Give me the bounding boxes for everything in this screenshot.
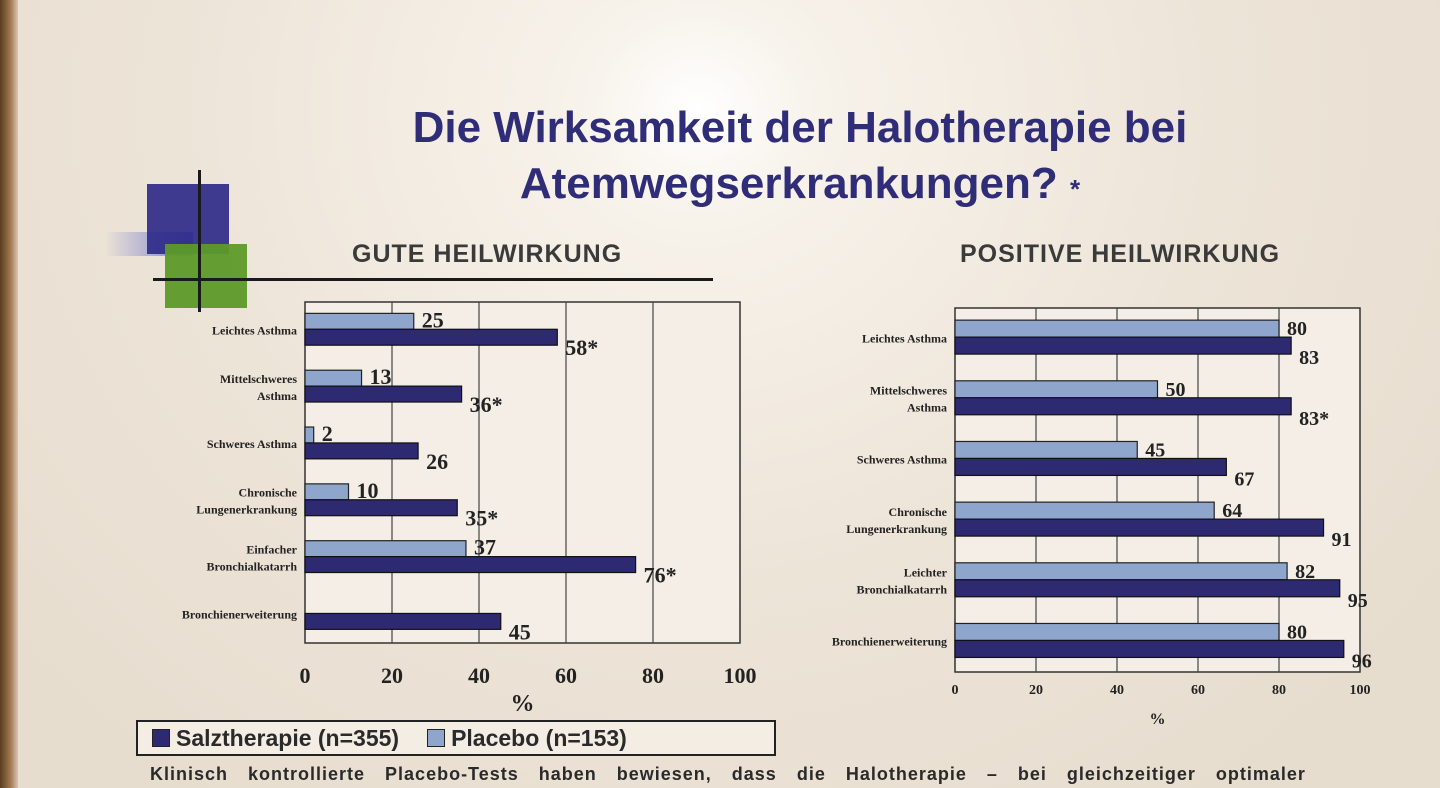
x-tick-label: 0 xyxy=(952,683,959,698)
x-axis-label: % xyxy=(1150,711,1166,728)
logo xyxy=(105,170,713,320)
bar-salt xyxy=(954,397,1292,416)
title-line-2: Atemwegserkrankungen? * xyxy=(300,156,1300,217)
plot-area xyxy=(954,307,1361,673)
data-label-salt: 91 xyxy=(1332,529,1352,551)
category-label: Bronchienerweiterung xyxy=(182,608,297,622)
legend-item-salt: Salztherapie (n=355) xyxy=(152,725,399,752)
category-label: Leichtes Asthma xyxy=(212,323,297,337)
data-label-salt: 83* xyxy=(1299,408,1329,430)
chart-2-title: POSITIVE HEILWIRKUNG xyxy=(960,240,1281,268)
data-label-placebo: 64 xyxy=(1222,500,1242,522)
data-label-placebo: 13 xyxy=(370,364,392,389)
bar-salt xyxy=(304,442,419,460)
bar-placebo xyxy=(304,369,363,387)
x-tick-label: 80 xyxy=(1272,683,1286,698)
category-label: Asthma xyxy=(257,389,297,403)
category-label: Einfacher xyxy=(246,542,297,556)
category-label: Chronische xyxy=(239,485,298,499)
data-label-salt: 95 xyxy=(1348,590,1368,612)
category-label: Bronchialkatarrh xyxy=(207,559,298,573)
bar-salt xyxy=(304,385,463,403)
title-line-1: Die Wirksamkeit der Halotherapie bei xyxy=(412,103,1188,152)
data-label-salt: 35* xyxy=(465,506,498,531)
category-label: Mittelschweres xyxy=(870,384,947,398)
data-label-salt: 96 xyxy=(1352,650,1372,672)
data-label-placebo: 80 xyxy=(1287,318,1307,340)
bar-salt xyxy=(954,336,1292,355)
category-label: Leichtes Asthma xyxy=(862,331,947,345)
title-line-2-text: Atemwegserkrankungen? xyxy=(519,159,1058,208)
bar-placebo xyxy=(954,622,1280,642)
title-marker: * xyxy=(1070,174,1081,204)
bar-salt xyxy=(954,639,1345,659)
chart-1-title: GUTE HEILWIRKUNG xyxy=(352,240,623,268)
data-label-placebo: 37 xyxy=(474,535,496,560)
x-tick-label: 60 xyxy=(555,663,577,688)
bar-placebo xyxy=(954,440,1138,460)
data-label-placebo: 50 xyxy=(1166,379,1186,401)
data-label-salt: 83 xyxy=(1299,347,1319,369)
chart-positive-heilwirkung: 0 20 40 60 80 100% Leichtes Asthma 80 83 Mittelsc… xyxy=(832,307,1372,728)
bar-salt xyxy=(304,499,458,517)
data-label-salt: 26 xyxy=(426,449,448,474)
legend-swatch-salt xyxy=(152,729,170,747)
bar-salt xyxy=(954,579,1341,598)
bar-salt xyxy=(954,457,1227,477)
x-axis-label: % xyxy=(511,691,535,717)
bar-salt xyxy=(954,518,1325,537)
x-tick-label: 20 xyxy=(381,663,403,688)
x-tick-label: 0 xyxy=(300,663,311,688)
x-tick-label: 40 xyxy=(1110,683,1124,698)
x-tick-label: 40 xyxy=(468,663,490,688)
category-label: Leichter xyxy=(904,566,948,580)
data-label-placebo: 45 xyxy=(1145,439,1165,461)
footnote: Klinisch kontrollierte Placebo-Tests hab… xyxy=(150,764,1306,784)
data-label-placebo: 25 xyxy=(422,307,444,332)
x-tick-label: 60 xyxy=(1191,683,1205,698)
frame-edge xyxy=(0,0,18,788)
category-label: Lungenerkrankung xyxy=(196,502,297,516)
legend-label-salt: Salztherapie (n=355) xyxy=(176,724,400,751)
bar-placebo xyxy=(304,312,415,330)
data-label-salt: 58* xyxy=(565,335,598,360)
category-label: Bronchialkatarrh xyxy=(857,583,948,597)
bar-placebo xyxy=(954,562,1288,581)
legend-label-placebo: Placebo (n=153) xyxy=(451,724,627,751)
bar-placebo xyxy=(304,540,467,558)
bar-salt xyxy=(304,612,502,630)
slide-title: Die Wirksamkeit der Halotherapie bei Ate… xyxy=(300,100,1300,217)
data-label-placebo: 80 xyxy=(1287,621,1307,643)
legend-item-placebo: Placebo (n=153) xyxy=(427,725,627,752)
chart-gute-heilwirkung: 0 20 40 60 80 100% Leichtes Asthma 25 58* Mittels… xyxy=(182,301,757,717)
x-tick-label: 80 xyxy=(642,663,664,688)
category-label: Schweres Asthma xyxy=(207,437,297,451)
bar-placebo xyxy=(304,426,315,444)
bar-placebo xyxy=(954,501,1215,520)
data-label-salt: 76* xyxy=(644,563,677,588)
data-label-salt: 45 xyxy=(509,619,531,644)
legend: Salztherapie (n=355) Placebo (n=153) xyxy=(136,720,776,756)
bar-salt xyxy=(304,328,558,346)
data-label-placebo: 82 xyxy=(1295,561,1315,583)
x-tick-label: 20 xyxy=(1029,683,1043,698)
legend-swatch-placebo xyxy=(427,729,446,747)
x-tick-label: 100 xyxy=(724,663,757,688)
data-label-salt: 36* xyxy=(470,392,503,417)
bar-salt xyxy=(304,556,637,574)
category-label: Schweres Asthma xyxy=(857,453,947,467)
data-label-placebo: 2 xyxy=(322,421,333,446)
category-label: Lungenerkrankung xyxy=(846,522,947,536)
bar-placebo xyxy=(304,483,350,501)
bar-placebo xyxy=(954,380,1159,399)
category-label: Asthma xyxy=(907,401,947,415)
x-tick-label: 100 xyxy=(1350,683,1371,698)
category-label: Mittelschweres xyxy=(220,372,297,386)
category-label: Bronchienerweiterung xyxy=(832,635,947,649)
data-label-placebo: 10 xyxy=(357,478,379,503)
data-label-salt: 67 xyxy=(1234,468,1254,490)
plot-area xyxy=(304,301,741,644)
bar-placebo xyxy=(954,319,1280,338)
category-label: Chronische xyxy=(889,505,948,519)
